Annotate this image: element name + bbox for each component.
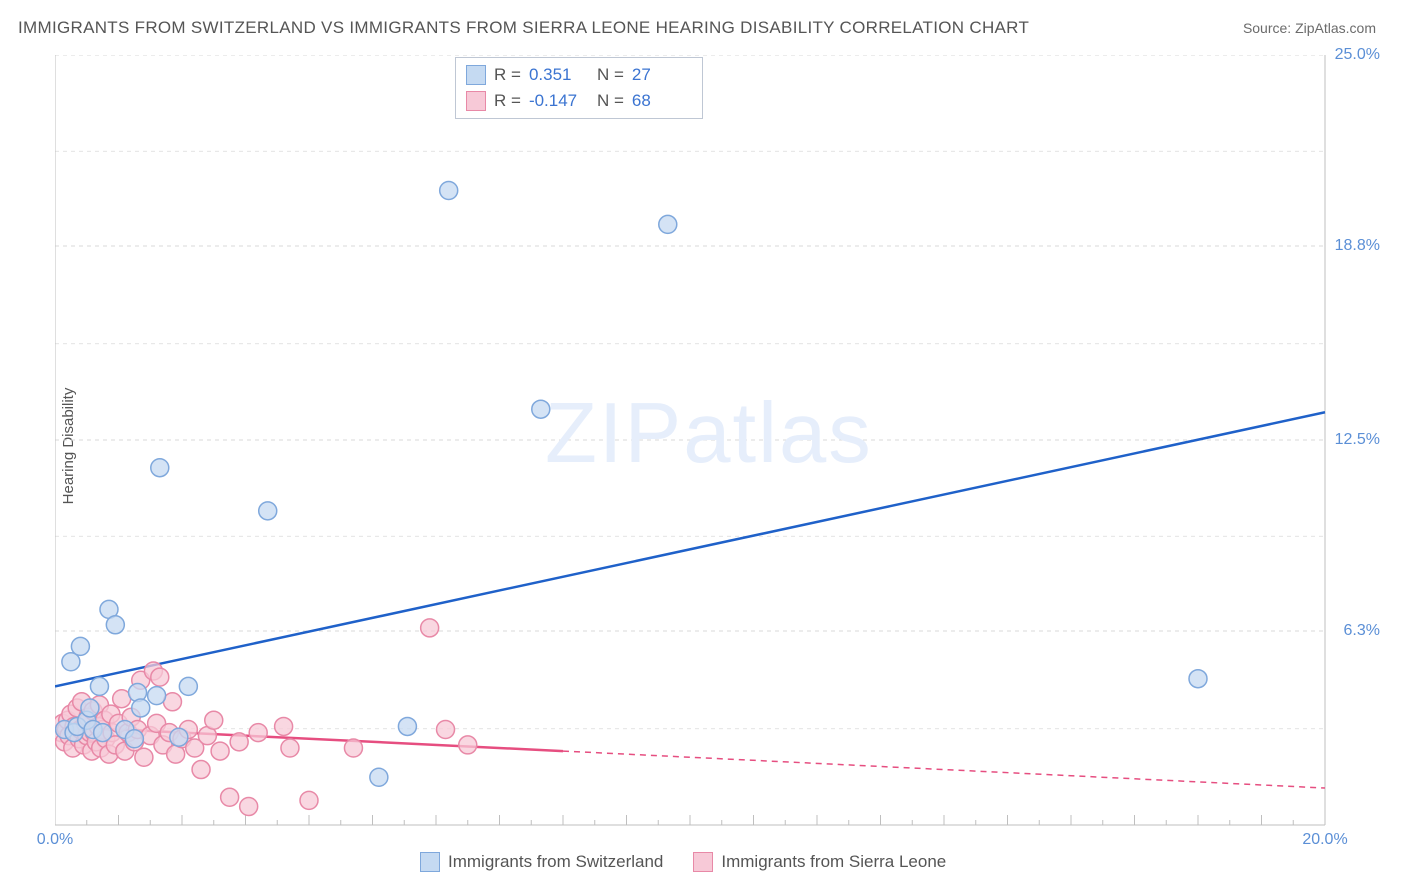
source-link[interactable]: ZipAtlas.com (1295, 20, 1376, 36)
legend-swatch (693, 852, 713, 872)
legend-swatch (466, 65, 486, 85)
legend-r-value: -0.147 (529, 88, 589, 114)
source-prefix: Source: (1243, 20, 1295, 36)
chart-title: IMMIGRANTS FROM SWITZERLAND VS IMMIGRANT… (18, 18, 1029, 38)
x-tick-label: 0.0% (37, 831, 73, 849)
legend-item: Immigrants from Switzerland (420, 852, 663, 872)
y-tick-label: 25.0% (1335, 46, 1380, 64)
series-legend: Immigrants from Switzerland Immigrants f… (420, 852, 946, 872)
chart-area: ZIPatlas R = 0.351 N = 27 R = -0.147 N =… (55, 55, 1385, 825)
source-citation: Source: ZipAtlas.com (1243, 20, 1376, 36)
legend-r-label: R = (494, 62, 521, 88)
legend-series-name: Immigrants from Switzerland (448, 852, 663, 872)
legend-n-value: 68 (632, 88, 692, 114)
legend-n-label: N = (597, 88, 624, 114)
legend-swatch (420, 852, 440, 872)
y-tick-label: 18.8% (1335, 237, 1380, 255)
legend-item: Immigrants from Sierra Leone (693, 852, 946, 872)
legend-row: R = 0.351 N = 27 (466, 62, 692, 88)
correlation-legend: R = 0.351 N = 27 R = -0.147 N = 68 (455, 57, 703, 119)
legend-n-label: N = (597, 62, 624, 88)
legend-series-name: Immigrants from Sierra Leone (721, 852, 946, 872)
x-tick-label: 20.0% (1302, 831, 1347, 849)
legend-r-label: R = (494, 88, 521, 114)
legend-row: R = -0.147 N = 68 (466, 88, 692, 114)
y-tick-label: 12.5% (1335, 431, 1380, 449)
legend-r-value: 0.351 (529, 62, 589, 88)
y-tick-label: 6.3% (1344, 622, 1380, 640)
legend-n-value: 27 (632, 62, 692, 88)
legend-swatch (466, 91, 486, 111)
scatter-plot-svg (55, 55, 1385, 855)
